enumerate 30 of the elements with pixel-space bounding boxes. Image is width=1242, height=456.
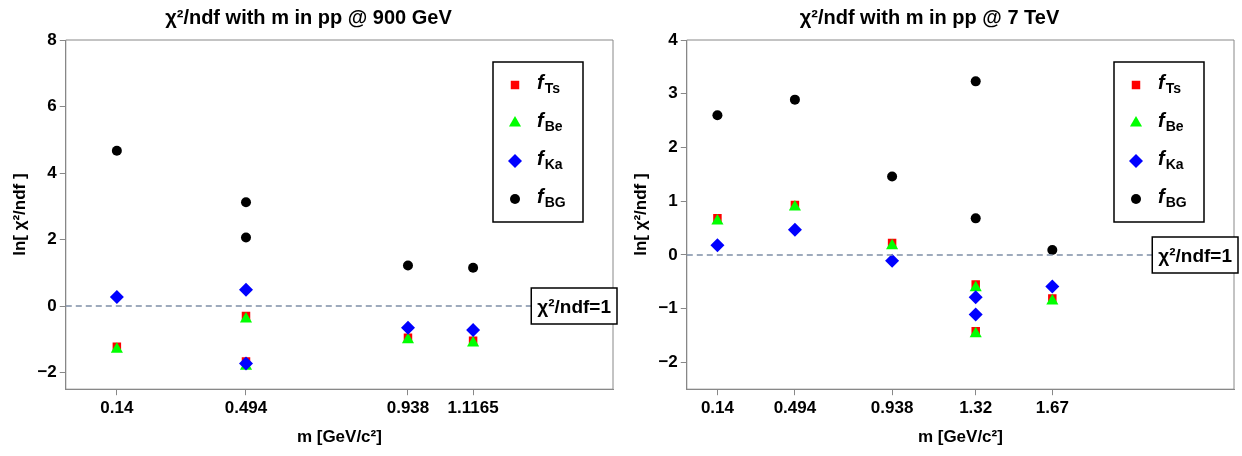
y-tick-label: −1 [658, 298, 678, 318]
chart-title: χ²/ndf with m in pp @ 900 GeV [165, 5, 453, 28]
y-tick-label: 1 [668, 190, 678, 210]
annotation: χ²/ndf=1 [1158, 245, 1233, 267]
y-tick-label: 2 [47, 229, 57, 249]
x-tick-label: 1.32 [959, 398, 993, 418]
x-tick-label: 0.938 [870, 398, 914, 418]
y-tick-label: −2 [658, 352, 678, 372]
y-tick-label: 3 [668, 83, 678, 103]
y-tick-label: 0 [668, 244, 678, 264]
y-tick-label: 4 [47, 162, 58, 182]
y-tick-label: 0 [47, 295, 57, 315]
x-tick-label: 1.1165 [447, 398, 499, 418]
y-tick-label: 4 [668, 29, 679, 49]
y-tick-label: 2 [668, 137, 678, 157]
x-tick-label: 0.14 [700, 398, 735, 418]
y-axis-title: ln[ χ²/ndf ] [630, 173, 650, 256]
x-axis-title: m [GeV/c²] [296, 427, 382, 447]
x-tick-label: 0.494 [224, 398, 268, 418]
chart-title: χ²/ndf with m in pp @ 7 TeV [799, 5, 1060, 28]
annotation: χ²/ndf=1 [537, 296, 612, 318]
x-tick-label: 1.67 [1035, 398, 1069, 418]
y-axis-title: ln[ χ²/ndf ] [9, 173, 29, 256]
y-tick-label: −2 [37, 362, 57, 382]
x-tick-label: 0.938 [386, 398, 430, 418]
x-axis-title: m [GeV/c²] [917, 427, 1003, 447]
x-tick-label: 0.14 [100, 398, 134, 418]
y-tick-label: 6 [47, 96, 57, 116]
y-tick-label: 8 [47, 29, 57, 49]
x-tick-label: 0.494 [773, 398, 817, 418]
